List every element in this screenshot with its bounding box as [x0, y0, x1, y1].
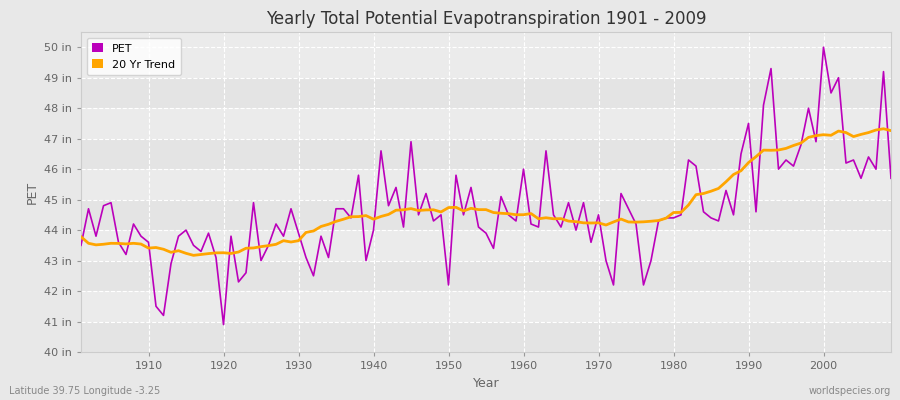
Bar: [81, 200, 891, 230]
X-axis label: Year: Year: [472, 376, 500, 390]
Text: Latitude 39.75 Longitude -3.25: Latitude 39.75 Longitude -3.25: [9, 386, 160, 396]
PET: [353, 173, 364, 178]
Title: Yearly Total Potential Evapotranspiration 1901 - 2009: Yearly Total Potential Evapotranspiratio…: [266, 10, 706, 28]
PET: [886, 176, 896, 181]
20 Yr Trend: [518, 212, 529, 217]
PET: [308, 274, 319, 278]
Bar: [81, 169, 891, 200]
PET: [526, 222, 536, 226]
20 Yr Trend: [308, 228, 319, 233]
Bar: [81, 139, 891, 169]
20 Yr Trend: [76, 234, 86, 239]
Bar: [81, 108, 891, 139]
Bar: [81, 322, 891, 352]
Line: 20 Yr Trend: 20 Yr Trend: [81, 129, 891, 255]
Bar: [81, 78, 891, 108]
20 Yr Trend: [353, 214, 364, 219]
20 Yr Trend: [878, 126, 889, 131]
20 Yr Trend: [616, 217, 626, 222]
Y-axis label: PET: PET: [25, 180, 39, 204]
Bar: [81, 291, 891, 322]
PET: [818, 45, 829, 50]
20 Yr Trend: [886, 128, 896, 133]
Bar: [81, 47, 891, 78]
20 Yr Trend: [136, 242, 147, 246]
Bar: [81, 260, 891, 291]
Line: PET: PET: [81, 47, 891, 324]
PET: [218, 322, 229, 327]
PET: [616, 191, 626, 196]
20 Yr Trend: [188, 253, 199, 258]
Text: worldspecies.org: worldspecies.org: [809, 386, 891, 396]
20 Yr Trend: [526, 211, 536, 216]
PET: [76, 243, 86, 248]
Bar: [81, 230, 891, 260]
PET: [136, 234, 147, 238]
PET: [518, 167, 529, 172]
Legend: PET, 20 Yr Trend: PET, 20 Yr Trend: [86, 38, 181, 75]
